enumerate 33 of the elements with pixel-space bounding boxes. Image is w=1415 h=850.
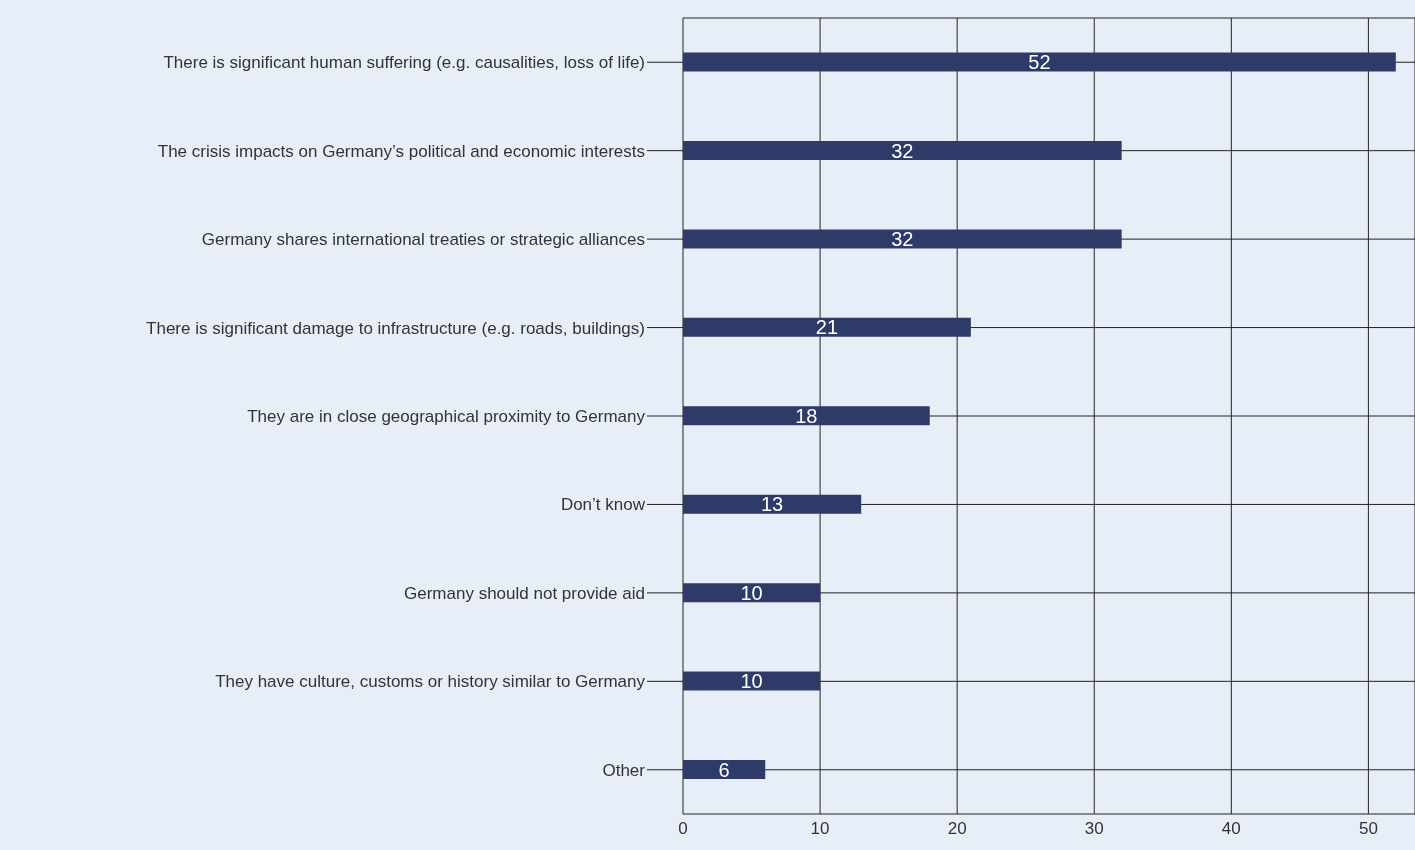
bar — [683, 760, 766, 780]
bar — [683, 583, 821, 603]
data-label: 32 — [891, 139, 914, 162]
x-tick-label: 50 — [1358, 819, 1378, 839]
x-tick-label: 30 — [1084, 819, 1104, 839]
data-label: 10 — [740, 670, 763, 693]
x-tick-label: 40 — [1221, 819, 1241, 839]
bar — [683, 140, 1122, 160]
y-tick-label: Don’t know — [560, 495, 646, 515]
data-label: 10 — [740, 581, 763, 604]
y-tick-label: Germany shares international treaties or strategic alliances — [201, 230, 645, 250]
y-tick-label: There is significant damage to infrastructure (e.g. roads, buildings) — [146, 318, 645, 338]
y-tick-label: They have culture, customs or history similar to Germany — [215, 672, 646, 692]
bar — [683, 671, 821, 691]
bar — [683, 406, 930, 426]
data-label: 32 — [891, 227, 914, 250]
data-label: 52 — [1028, 51, 1051, 74]
x-tick-label: 10 — [810, 819, 830, 839]
data-label: 18 — [795, 404, 818, 427]
y-tick-label: Germany should not provide aid — [404, 583, 645, 603]
y-tick-label: The crisis impacts on Germany’s political and economic interests — [157, 141, 645, 161]
bar — [683, 494, 862, 514]
y-tick-label: Other — [602, 760, 646, 780]
bar — [683, 317, 971, 337]
data-label: 13 — [760, 493, 784, 516]
y-tick-label: They are in close geographical proximity to Germany — [247, 407, 646, 427]
data-label: 6 — [718, 758, 730, 781]
y-tick-label: There is significant human suffering (e.g. causalities, loss of life) — [163, 53, 645, 73]
x-tick-label: 20 — [947, 819, 967, 839]
x-tick-label: 0 — [678, 819, 688, 839]
bar — [683, 52, 1396, 72]
bar — [683, 229, 1122, 249]
data-label: 21 — [815, 316, 839, 339]
